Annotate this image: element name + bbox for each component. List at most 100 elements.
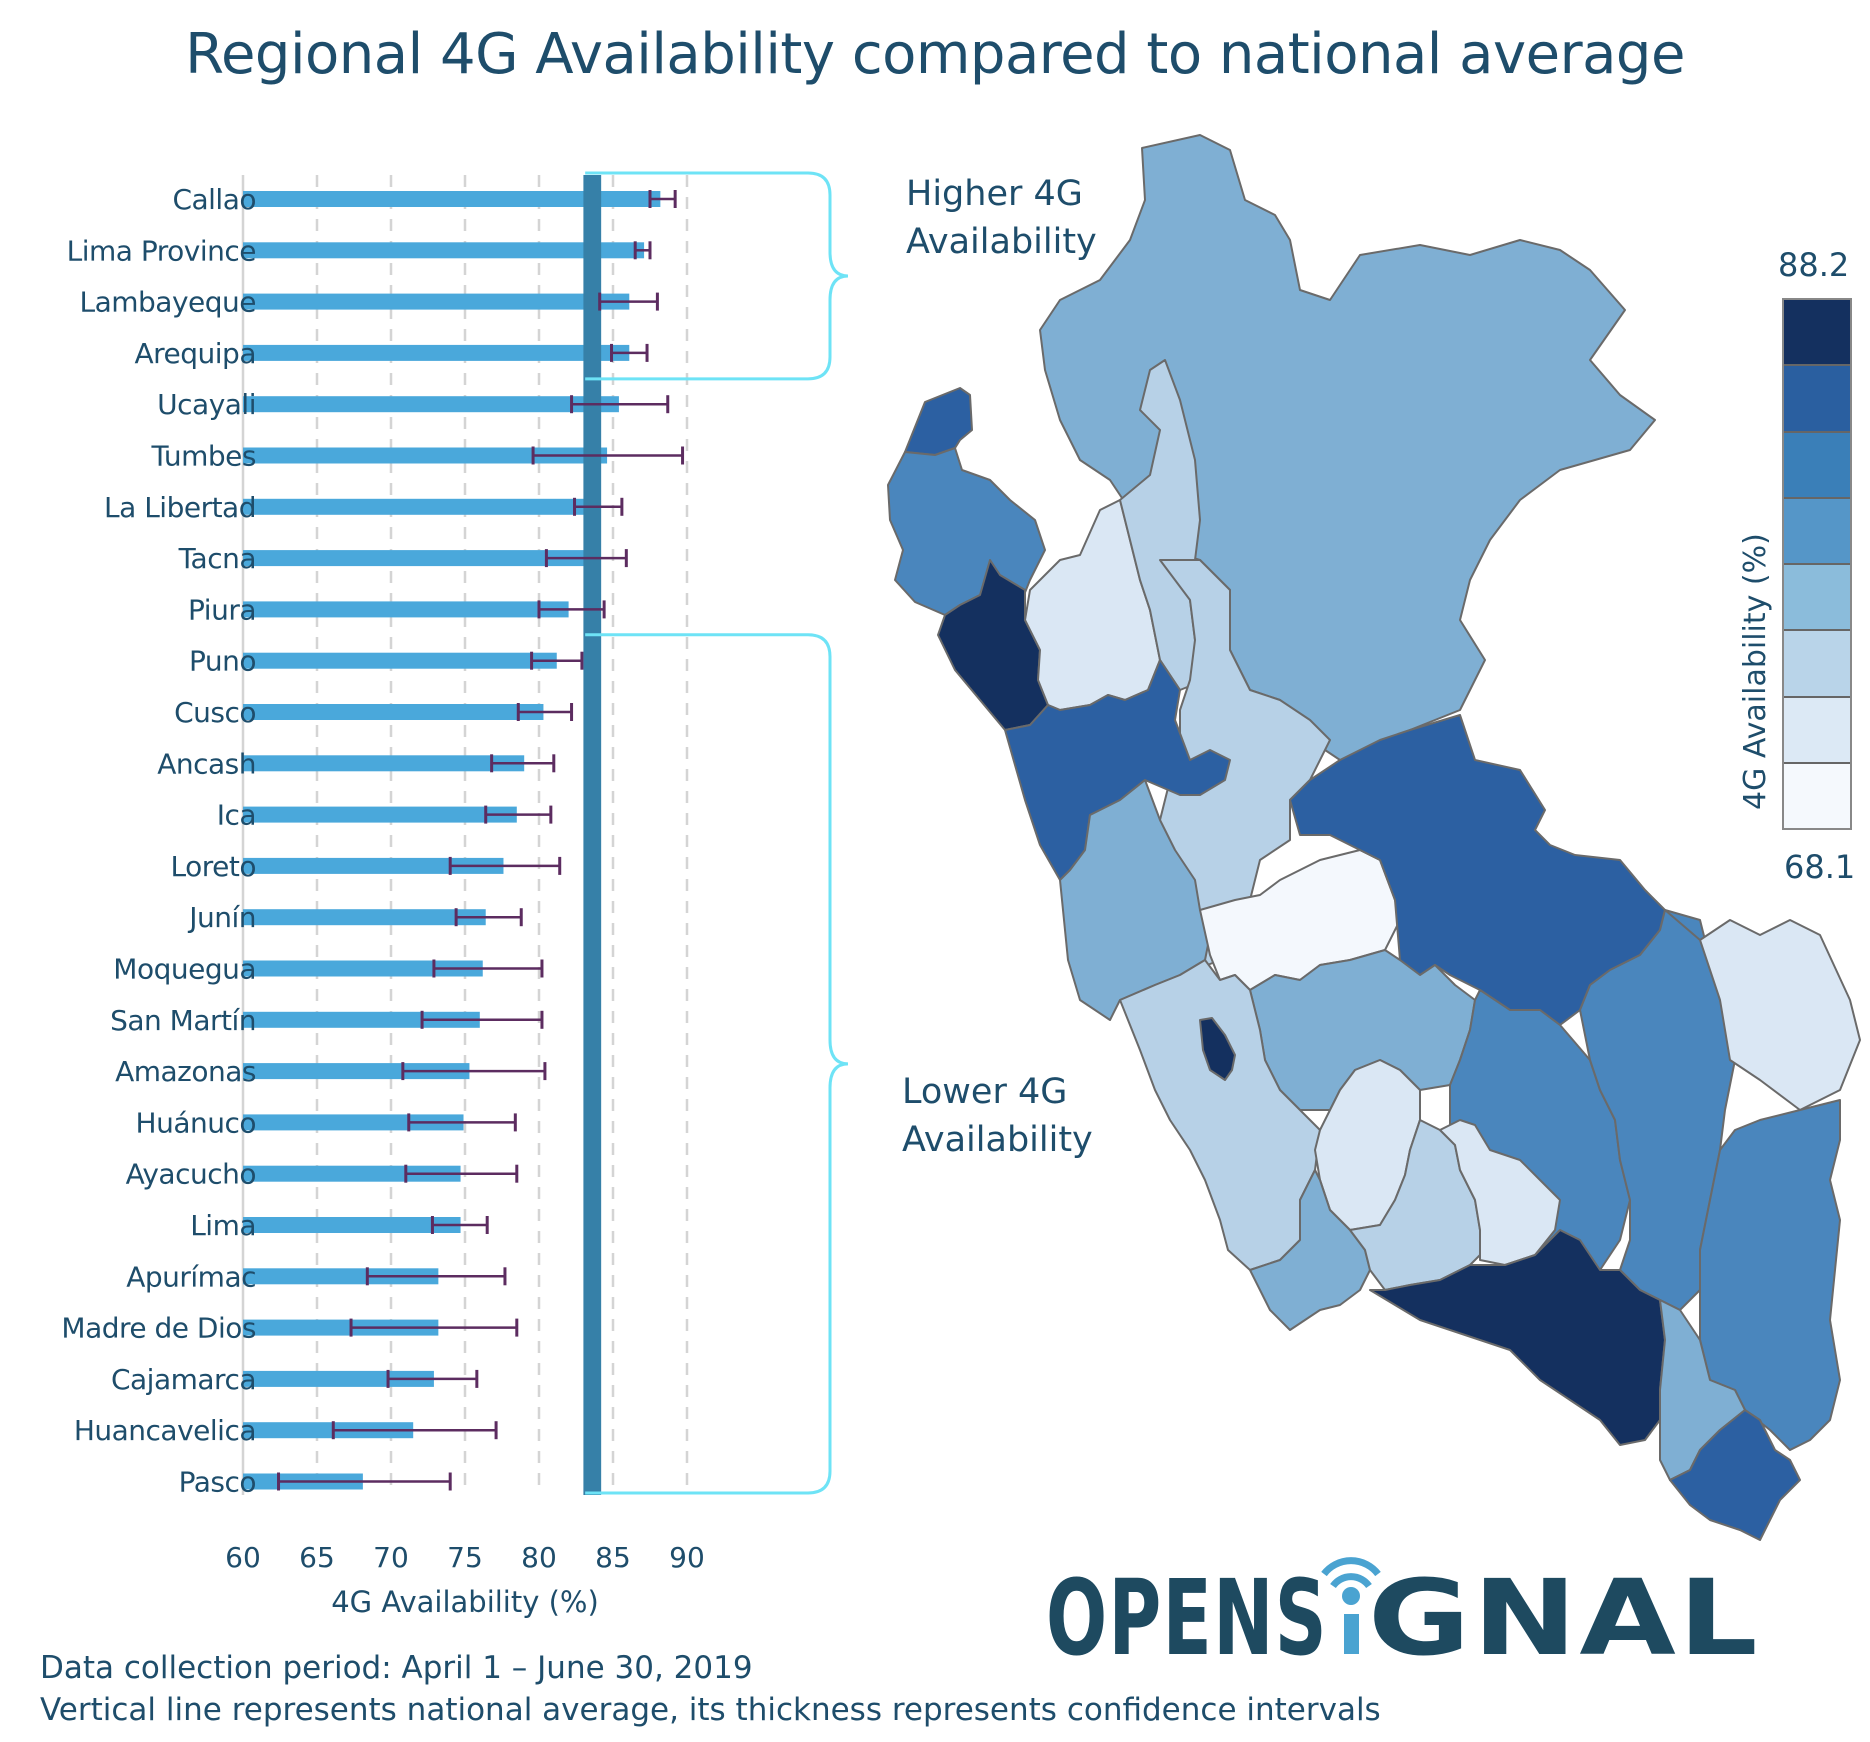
x-tick-label: 85 <box>595 1541 631 1574</box>
x-tick-label: 70 <box>373 1541 409 1574</box>
higher-availability-annotation: Higher 4G Availability <box>906 170 1097 266</box>
higher-annotation-line1: Higher 4G <box>906 174 1083 214</box>
category-label: Tumbes <box>151 440 256 473</box>
footer-data-period: Data collection period: April 1 – June 3… <box>40 1650 753 1686</box>
lower-annotation-line2: Availability <box>902 1120 1093 1160</box>
opensignal-logo: OPENS GNAL <box>1046 1557 1760 1658</box>
bar <box>243 242 645 259</box>
category-label: Ancash <box>157 747 256 780</box>
national-average-band <box>583 175 602 1495</box>
higher-annotation-line2: Availability <box>906 222 1097 262</box>
category-label: Arequipa <box>134 337 256 370</box>
x-tick-label: 60 <box>225 1541 261 1574</box>
legend-swatch <box>1784 565 1850 632</box>
x-tick-label: 65 <box>299 1541 335 1574</box>
gridlines <box>241 175 689 1495</box>
map-region-tacna <box>1669 1409 1801 1541</box>
x-axis-title: 4G Availability (%) <box>331 1585 599 1619</box>
footer-note: Vertical line represents national averag… <box>40 1692 1381 1728</box>
category-label: Apurímac <box>126 1260 256 1293</box>
category-label: Loreto <box>171 850 256 883</box>
map-region-madre-de-dios <box>1664 909 1861 1111</box>
category-label: Callao <box>172 183 256 216</box>
x-tick-labels: 60 65 70 75 80 85 90 <box>225 1541 705 1574</box>
signal-wave-icon <box>1330 1573 1372 1589</box>
category-label: Lima Province <box>67 234 256 267</box>
category-label: Cusco <box>174 696 256 729</box>
bar <box>243 1063 470 1080</box>
category-label: Piura <box>188 593 256 626</box>
bar <box>243 1319 439 1336</box>
legend-swatch <box>1784 498 1850 565</box>
bar <box>243 652 557 669</box>
bar <box>243 293 630 310</box>
legend-swatch <box>1784 366 1850 433</box>
map-region-apurimac <box>1439 1119 1561 1266</box>
category-label: Ucayali <box>157 388 256 421</box>
category-label: Cajamarca <box>111 1363 256 1396</box>
legend-min-value: 68.1 <box>1784 848 1856 886</box>
category-label: Pasco <box>179 1466 256 1499</box>
x-tick-label: 75 <box>447 1541 483 1574</box>
bar <box>243 1268 439 1285</box>
legend-swatch <box>1784 697 1850 764</box>
legend-swatch <box>1784 300 1850 367</box>
category-label: San Martín <box>110 1004 256 1037</box>
logo-i-stem <box>1344 1614 1359 1654</box>
bars <box>243 191 661 1490</box>
bar <box>243 960 483 977</box>
category-label: Lima <box>190 1209 256 1242</box>
x-tick-label: 80 <box>521 1541 557 1574</box>
bar <box>243 1217 461 1233</box>
map-region-callao <box>1199 1017 1236 1081</box>
bar <box>243 601 569 618</box>
group-brackets <box>585 171 849 1495</box>
x-tick-label: 90 <box>669 1541 705 1574</box>
category-label: Ayacucho <box>126 1158 256 1191</box>
map-region-tumbes <box>904 387 973 456</box>
lower-annotation-line1: Lower 4G <box>902 1072 1068 1112</box>
error-bars <box>277 190 685 1491</box>
color-scale-legend <box>1782 298 1852 830</box>
bar <box>243 191 661 207</box>
higher-group-bracket <box>585 171 849 381</box>
bar <box>243 1370 434 1387</box>
bar <box>243 704 544 720</box>
category-label: Puno <box>189 645 256 678</box>
bar <box>243 344 630 361</box>
category-label: Junín <box>187 901 256 934</box>
legend-swatch <box>1784 432 1850 499</box>
category-label: Huancavelica <box>74 1414 256 1447</box>
category-label: Lambayeque <box>79 286 256 319</box>
bar <box>243 755 525 772</box>
lower-availability-annotation: Lower 4G Availability <box>902 1068 1093 1164</box>
bar <box>243 909 486 926</box>
category-label: Madre de Dios <box>61 1312 256 1345</box>
legend-swatch <box>1784 631 1850 698</box>
national-average-line <box>583 175 602 1495</box>
signal-wave-outer-icon <box>1321 1557 1381 1577</box>
legend-title: 4G Availability (%) <box>1738 533 1773 810</box>
lower-group-bracket <box>585 633 849 1495</box>
bar <box>243 857 504 874</box>
bar <box>243 806 517 823</box>
bar <box>243 447 608 464</box>
category-label: La Libertad <box>104 491 256 524</box>
logo-text-right: GNAL <box>1368 1557 1760 1658</box>
chart-title: Regional 4G Availability compared to nat… <box>185 22 1685 87</box>
bar <box>243 1422 414 1439</box>
bar <box>243 498 597 515</box>
legend-max-value: 88.2 <box>1778 246 1850 284</box>
category-label: Amazonas <box>115 1055 256 1088</box>
logo-text-left: OPENS <box>1046 1557 1328 1658</box>
category-label: Tacna <box>178 542 256 575</box>
category-label: Ica <box>217 799 256 832</box>
legend-swatch <box>1784 763 1850 828</box>
category-label: Huánuco <box>136 1106 256 1139</box>
map-region-puno <box>1699 1099 1841 1451</box>
logo-i-dot <box>1342 1587 1360 1605</box>
category-label: Moquegua <box>113 953 256 986</box>
map-region-loreto <box>1039 134 1656 781</box>
